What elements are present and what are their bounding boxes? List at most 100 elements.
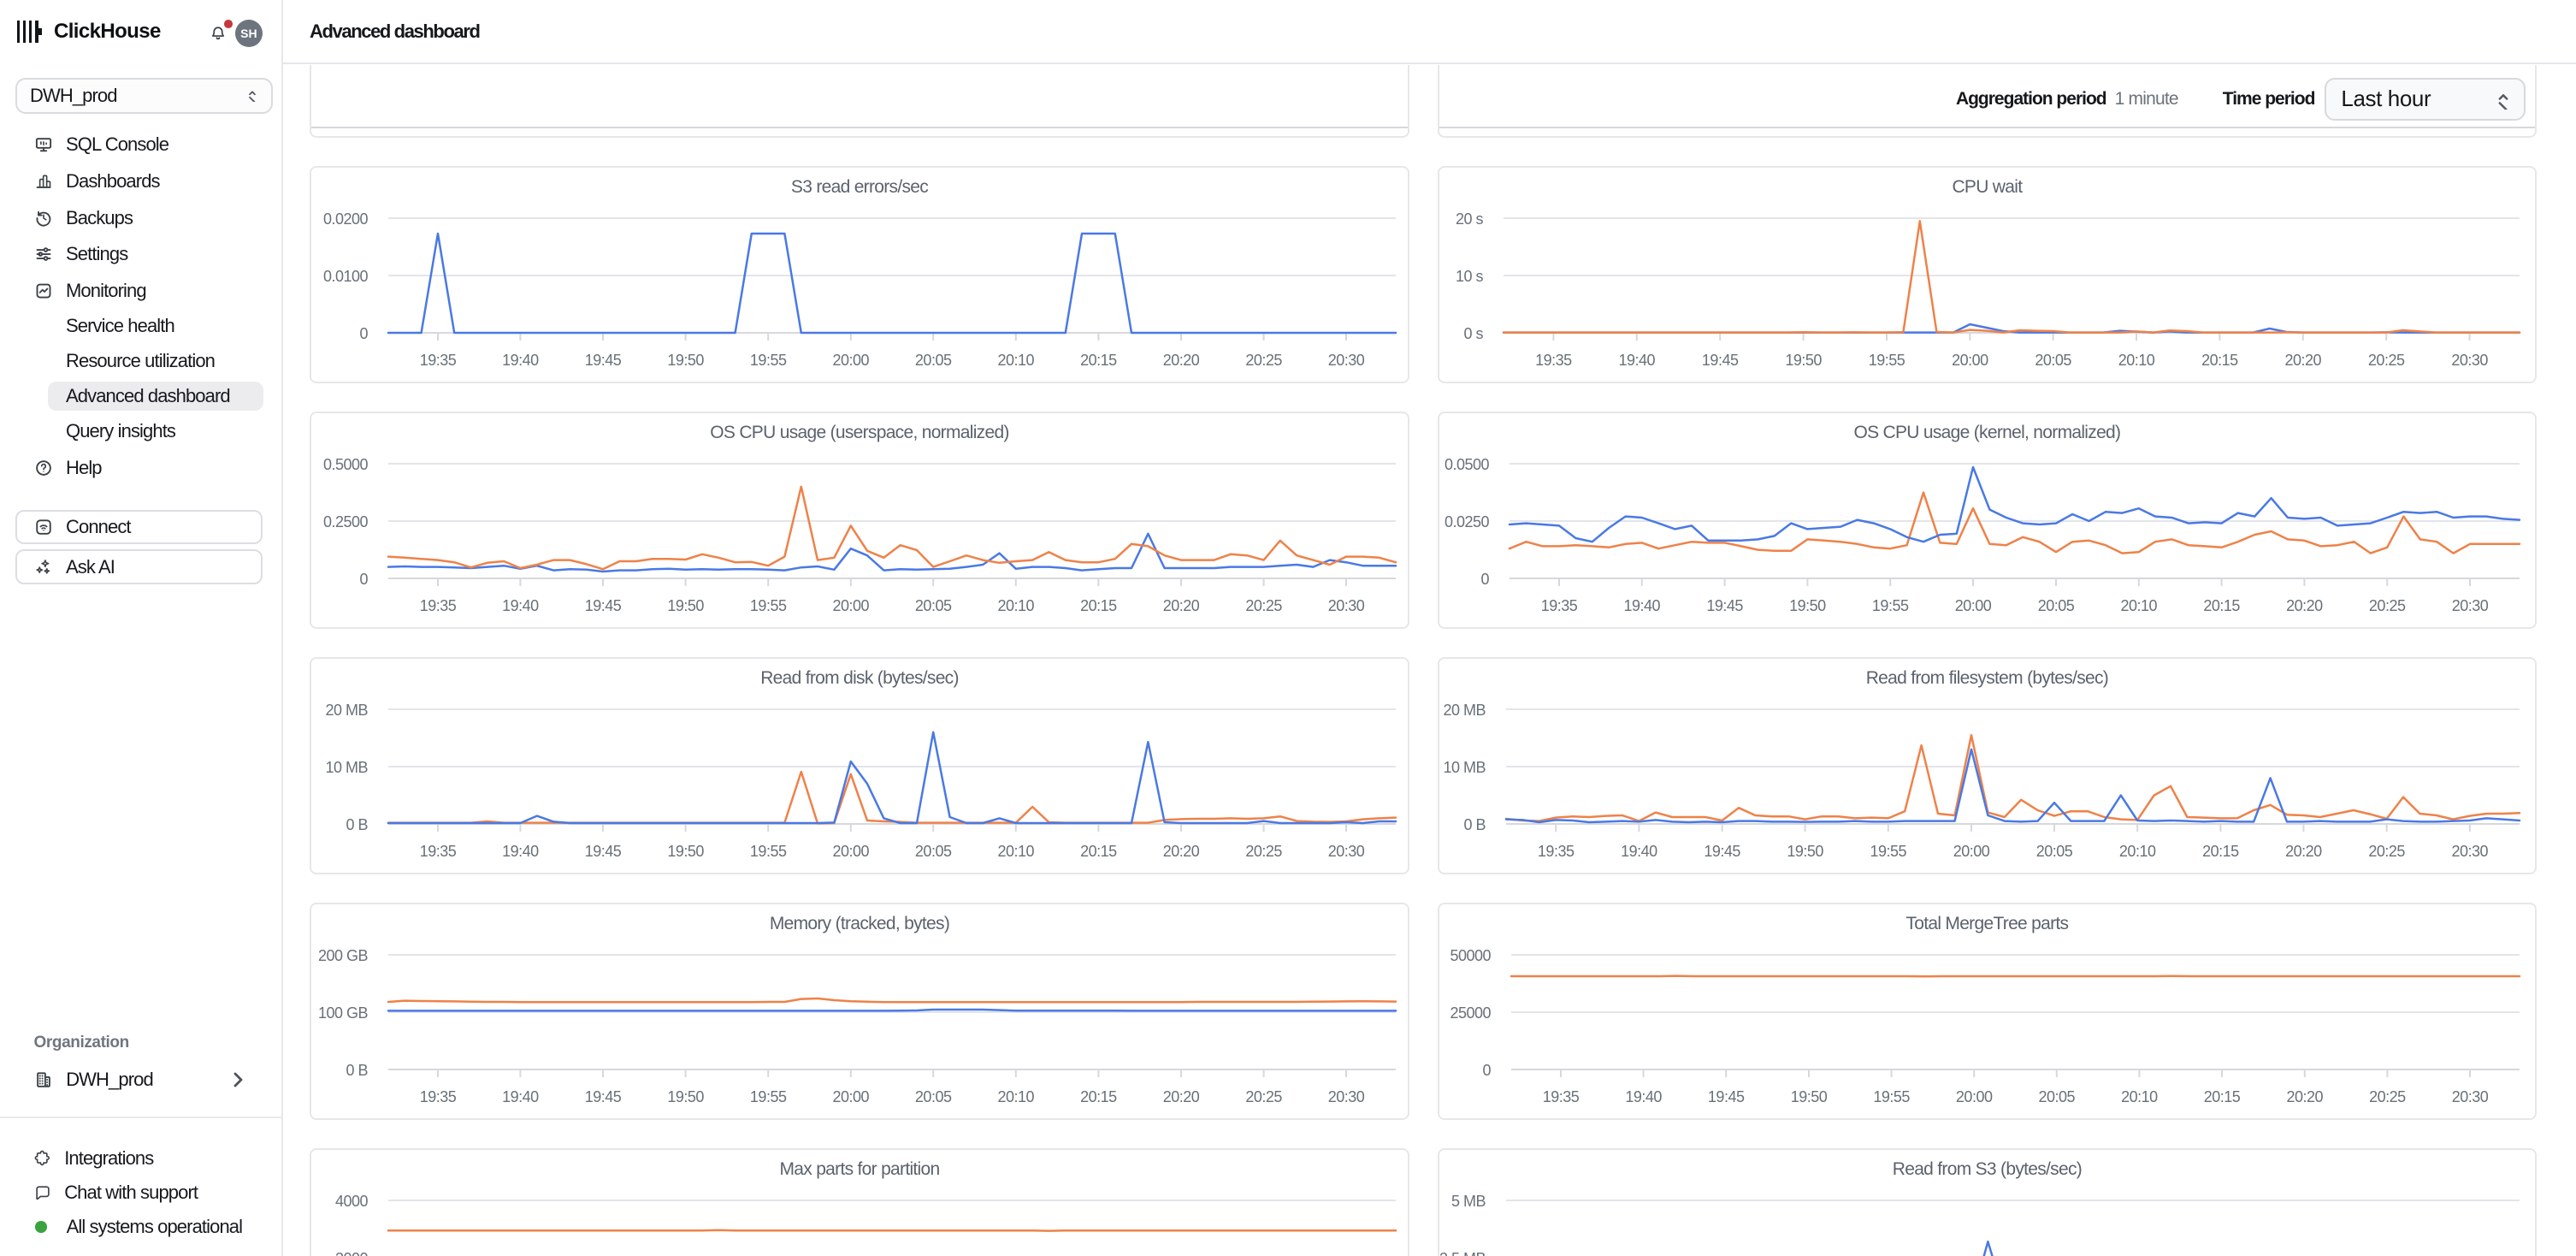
svg-text:19:40: 19:40 (502, 597, 539, 614)
svg-text:OS CPU usage (userspace, norma: OS CPU usage (userspace, normalized) (710, 423, 1008, 442)
svg-text:2.5 MB: 2.5 MB (1439, 1250, 1486, 1256)
svg-text:19:50: 19:50 (1787, 843, 1824, 860)
svg-text:19:45: 19:45 (585, 843, 622, 860)
svg-text:20:25: 20:25 (2369, 843, 2406, 860)
svg-text:19:40: 19:40 (1619, 352, 1656, 369)
svg-text:10 s: 10 s (1456, 268, 1484, 285)
svg-text:0: 0 (1483, 1062, 1492, 1079)
svg-text:20:10: 20:10 (998, 1088, 1035, 1105)
svg-text:20:10: 20:10 (998, 597, 1035, 614)
svg-text:20:10: 20:10 (2122, 1088, 2159, 1105)
svg-text:19:55: 19:55 (750, 597, 787, 614)
svg-text:0: 0 (359, 571, 368, 588)
svg-text:0.0250: 0.0250 (1445, 513, 1490, 530)
svg-text:20:00: 20:00 (833, 1088, 870, 1105)
svg-text:19:40: 19:40 (502, 843, 539, 860)
svg-text:20:05: 20:05 (2035, 352, 2072, 369)
svg-text:4000: 4000 (335, 1193, 369, 1210)
svg-text:19:35: 19:35 (1538, 843, 1575, 860)
svg-text:19:45: 19:45 (1707, 597, 1744, 614)
svg-text:19:45: 19:45 (585, 597, 622, 614)
svg-text:19:45: 19:45 (1708, 1088, 1745, 1105)
svg-text:20:00: 20:00 (1955, 597, 1992, 614)
svg-text:0.2500: 0.2500 (323, 513, 369, 530)
svg-text:S3 read errors/sec: S3 read errors/sec (791, 177, 928, 197)
svg-text:19:55: 19:55 (750, 843, 787, 860)
svg-text:20:00: 20:00 (833, 352, 870, 369)
svg-text:20:25: 20:25 (1245, 597, 1282, 614)
svg-text:Read from filesystem (bytes/se: Read from filesystem (bytes/sec) (1866, 668, 2108, 688)
svg-text:20 MB: 20 MB (1444, 702, 1486, 719)
svg-text:20:20: 20:20 (1163, 352, 1200, 369)
svg-text:19:55: 19:55 (1870, 843, 1907, 860)
svg-text:19:50: 19:50 (667, 1088, 704, 1105)
svg-text:20:25: 20:25 (2369, 597, 2406, 614)
svg-text:0.0100: 0.0100 (323, 268, 369, 285)
svg-text:10 MB: 10 MB (1444, 759, 1486, 776)
svg-text:20:15: 20:15 (1080, 1088, 1117, 1105)
svg-text:19:45: 19:45 (1702, 352, 1739, 369)
svg-text:20:10: 20:10 (2118, 352, 2155, 369)
svg-text:10 MB: 10 MB (325, 759, 368, 776)
svg-text:20:30: 20:30 (2452, 597, 2489, 614)
svg-text:20:30: 20:30 (1328, 1088, 1365, 1105)
svg-text:19:35: 19:35 (420, 1088, 457, 1105)
svg-text:20:20: 20:20 (1163, 597, 1200, 614)
svg-text:20:20: 20:20 (2287, 1088, 2324, 1105)
svg-text:0: 0 (359, 325, 368, 342)
svg-text:20:25: 20:25 (2370, 1088, 2407, 1105)
svg-text:19:50: 19:50 (667, 597, 704, 614)
svg-text:20:10: 20:10 (2119, 843, 2156, 860)
svg-text:20:30: 20:30 (1328, 843, 1365, 860)
svg-text:Total MergeTree parts: Total MergeTree parts (1906, 914, 2069, 933)
svg-text:19:40: 19:40 (502, 1088, 539, 1105)
svg-text:20:25: 20:25 (2368, 352, 2405, 369)
svg-text:20 s: 20 s (1456, 210, 1484, 228)
svg-text:20:00: 20:00 (1953, 352, 1989, 369)
svg-text:20:05: 20:05 (2039, 1088, 2076, 1105)
svg-text:20:15: 20:15 (2204, 1088, 2241, 1105)
svg-text:20:20: 20:20 (2286, 843, 2323, 860)
svg-text:20:05: 20:05 (2038, 597, 2075, 614)
svg-text:Read from S3 (bytes/sec): Read from S3 (bytes/sec) (1893, 1159, 2082, 1179)
svg-text:20:20: 20:20 (2287, 597, 2324, 614)
svg-text:20:30: 20:30 (2452, 352, 2489, 369)
svg-text:20:05: 20:05 (915, 597, 952, 614)
svg-text:19:35: 19:35 (1536, 352, 1573, 369)
svg-text:19:35: 19:35 (420, 843, 457, 860)
svg-text:20:15: 20:15 (2204, 597, 2241, 614)
svg-text:19:40: 19:40 (502, 352, 539, 369)
svg-text:25000: 25000 (1450, 1004, 1492, 1022)
svg-text:20:10: 20:10 (998, 843, 1035, 860)
svg-text:0.0200: 0.0200 (323, 210, 369, 228)
svg-text:19:40: 19:40 (1622, 843, 1658, 860)
svg-text:20:25: 20:25 (1245, 843, 1282, 860)
svg-text:20:20: 20:20 (1163, 843, 1200, 860)
svg-text:0 B: 0 B (1464, 816, 1486, 833)
svg-text:20:30: 20:30 (1328, 597, 1365, 614)
svg-text:19:55: 19:55 (1872, 597, 1909, 614)
svg-text:20:15: 20:15 (1080, 843, 1117, 860)
svg-text:Read from disk (bytes/sec): Read from disk (bytes/sec) (760, 668, 959, 688)
svg-text:19:45: 19:45 (585, 352, 622, 369)
svg-text:20:05: 20:05 (915, 1088, 952, 1105)
svg-text:50000: 50000 (1450, 947, 1492, 964)
svg-text:20:05: 20:05 (2036, 843, 2073, 860)
svg-text:20:30: 20:30 (1328, 352, 1365, 369)
svg-text:5 MB: 5 MB (1451, 1193, 1486, 1210)
svg-text:19:50: 19:50 (1786, 352, 1823, 369)
svg-text:19:50: 19:50 (667, 843, 704, 860)
svg-text:19:40: 19:40 (1624, 597, 1661, 614)
svg-text:20:20: 20:20 (2285, 352, 2322, 369)
svg-text:20:00: 20:00 (833, 843, 870, 860)
svg-text:0 B: 0 B (346, 1062, 368, 1079)
svg-text:20:10: 20:10 (2121, 597, 2158, 614)
svg-text:19:35: 19:35 (420, 597, 457, 614)
svg-text:19:50: 19:50 (1790, 597, 1827, 614)
svg-text:19:35: 19:35 (420, 352, 457, 369)
svg-text:0.0500: 0.0500 (1445, 456, 1490, 473)
svg-text:Memory (tracked, bytes): Memory (tracked, bytes) (770, 914, 949, 933)
svg-text:20:00: 20:00 (1953, 843, 1990, 860)
svg-text:20:30: 20:30 (2452, 1088, 2489, 1105)
